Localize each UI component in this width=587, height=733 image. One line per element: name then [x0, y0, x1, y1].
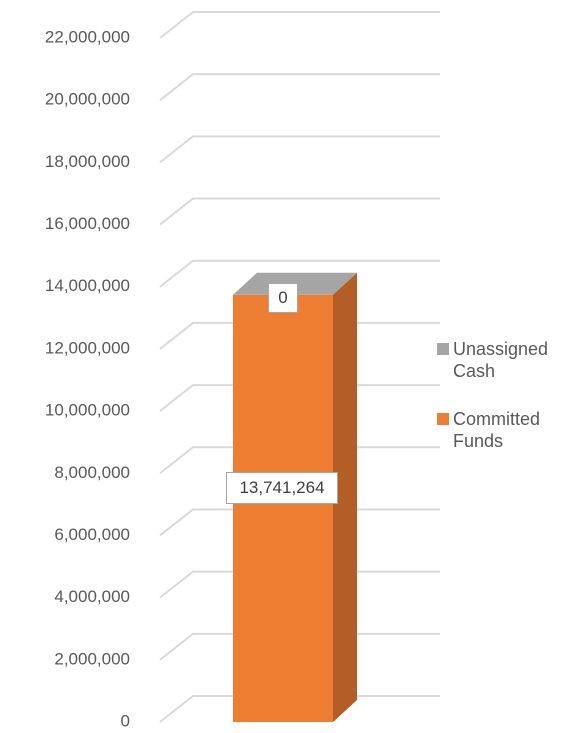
- y-tick-label: 16,000,000: [45, 214, 130, 233]
- y-tick-label: 0: [121, 711, 130, 730]
- grid-line: [159, 11, 440, 39]
- legend-item: Committed Funds: [437, 408, 567, 458]
- legend-label: Unassigned Cash: [453, 339, 549, 381]
- bar: [233, 294, 333, 722]
- data-label: 13,741,264: [226, 472, 338, 505]
- y-tick-label: 6,000,000: [54, 525, 130, 544]
- grid-line: [159, 197, 440, 226]
- grid-line: [159, 446, 440, 475]
- grid-line: [159, 135, 440, 164]
- y-tick-label: 8,000,000: [54, 463, 130, 482]
- legend-item: Unassigned Cash: [437, 338, 567, 388]
- y-tick-label: 10,000,000: [45, 401, 130, 420]
- y-tick-label: 4,000,000: [54, 587, 130, 606]
- grid-line: [159, 259, 440, 288]
- bar-side: [333, 272, 357, 722]
- y-tick-label: 22,000,000: [45, 27, 130, 46]
- y-tick-label: 12,000,000: [45, 338, 130, 357]
- y-tick-label: 20,000,000: [45, 90, 130, 109]
- legend-swatch: [437, 343, 449, 355]
- data-label: 0: [268, 282, 298, 313]
- y-tick-label: 2,000,000: [54, 649, 130, 668]
- grid-line: [159, 384, 440, 412]
- grid-line: [159, 632, 440, 661]
- grid-line: [159, 321, 440, 350]
- legend-swatch: [437, 413, 449, 425]
- grid-line: [159, 508, 440, 537]
- grid-line: [159, 570, 440, 599]
- grid-line: [159, 695, 440, 723]
- legend-label: Committed Funds: [453, 409, 541, 451]
- y-tick-label: 18,000,000: [45, 152, 130, 171]
- y-tick-label: 14,000,000: [45, 276, 130, 295]
- grid-line: [159, 73, 440, 101]
